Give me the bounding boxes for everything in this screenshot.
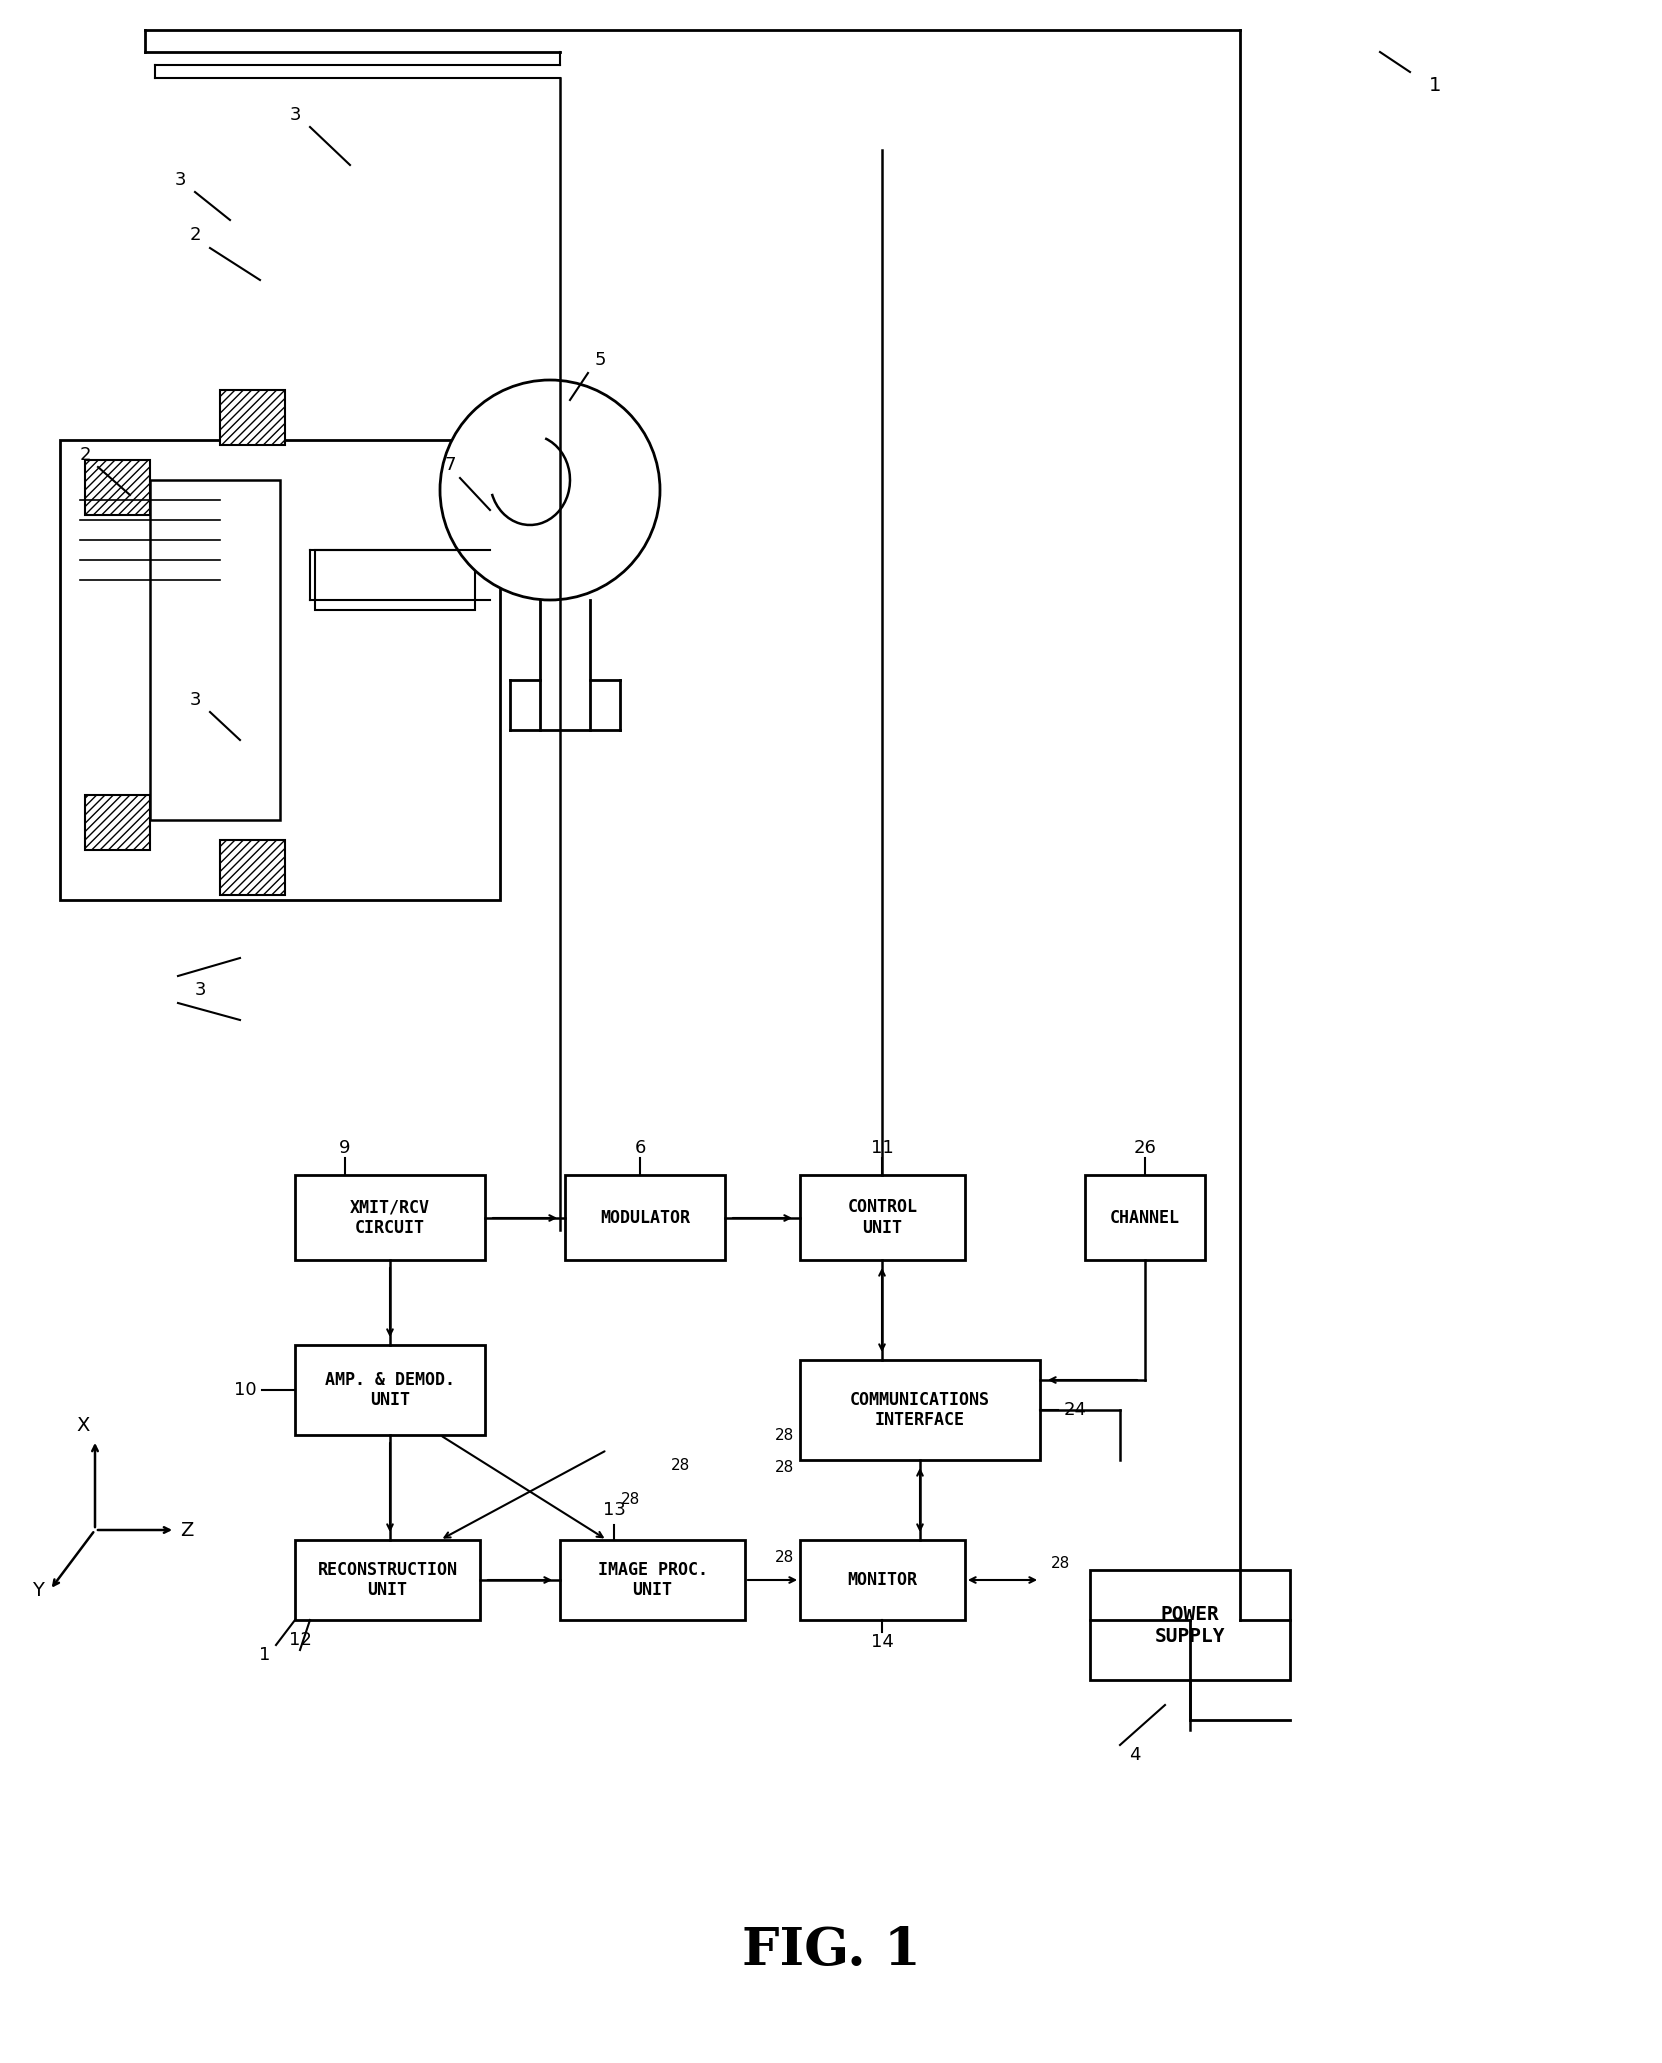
Text: 28: 28 (776, 1428, 794, 1442)
Text: FIG. 1: FIG. 1 (741, 1925, 921, 1976)
Text: 10: 10 (234, 1380, 256, 1399)
Text: CHANNEL: CHANNEL (1110, 1209, 1180, 1227)
Bar (294, 1539, 480, 1619)
Text: Z: Z (179, 1520, 193, 1539)
Text: IMAGE PROC.
UNIT: IMAGE PROC. UNIT (598, 1560, 708, 1599)
Circle shape (440, 380, 660, 600)
Text: 24: 24 (1064, 1401, 1087, 1419)
Bar (294, 1345, 485, 1436)
Text: RECONSTRUCTION
UNIT: RECONSTRUCTION UNIT (317, 1560, 457, 1599)
Text: 5: 5 (595, 351, 605, 369)
Bar (60, 439, 500, 899)
Bar (219, 840, 284, 895)
Text: 7: 7 (444, 456, 455, 474)
Text: 28: 28 (776, 1461, 794, 1475)
Text: 1: 1 (259, 1646, 271, 1665)
Bar (294, 1176, 485, 1260)
Text: 3: 3 (189, 691, 201, 710)
Text: 28: 28 (776, 1551, 794, 1566)
Text: 3: 3 (289, 105, 301, 124)
Bar (316, 551, 475, 611)
Text: 28: 28 (620, 1492, 640, 1508)
Bar (85, 794, 150, 850)
Bar (560, 1539, 745, 1619)
Text: 6: 6 (635, 1139, 647, 1157)
Text: 11: 11 (871, 1139, 894, 1157)
Bar (799, 1360, 1040, 1461)
Bar (565, 1176, 725, 1260)
Text: Y: Y (32, 1580, 43, 1601)
Text: 2: 2 (80, 446, 91, 464)
Text: 13: 13 (603, 1502, 625, 1518)
Bar (1090, 1570, 1290, 1679)
Text: 26: 26 (1133, 1139, 1157, 1157)
Text: 3: 3 (175, 171, 186, 190)
Text: XMIT/RCV
CIRCUIT: XMIT/RCV CIRCUIT (351, 1199, 430, 1238)
Text: 28: 28 (670, 1456, 690, 1473)
Text: 3: 3 (194, 982, 206, 998)
Bar (799, 1176, 966, 1260)
Text: 28: 28 (1050, 1556, 1070, 1570)
Text: 1: 1 (1429, 76, 1441, 95)
Text: POWER
SUPPLY: POWER SUPPLY (1155, 1605, 1225, 1646)
Text: MODULATOR: MODULATOR (600, 1209, 690, 1227)
Text: 2: 2 (189, 227, 201, 243)
Bar (150, 481, 279, 819)
Text: 4: 4 (1128, 1745, 1140, 1764)
Bar (799, 1539, 966, 1619)
Text: 14: 14 (871, 1634, 894, 1650)
Text: COMMUNICATIONS
INTERFACE: COMMUNICATIONS INTERFACE (849, 1390, 991, 1430)
Bar (1085, 1176, 1205, 1260)
Text: CONTROL
UNIT: CONTROL UNIT (848, 1199, 917, 1238)
Text: X: X (76, 1415, 90, 1436)
Text: AMP. & DEMOD.
UNIT: AMP. & DEMOD. UNIT (326, 1370, 455, 1409)
Text: 12: 12 (289, 1632, 311, 1648)
Text: MONITOR: MONITOR (848, 1572, 917, 1589)
Text: 9: 9 (339, 1139, 351, 1157)
Bar (85, 460, 150, 516)
Bar (219, 390, 284, 446)
